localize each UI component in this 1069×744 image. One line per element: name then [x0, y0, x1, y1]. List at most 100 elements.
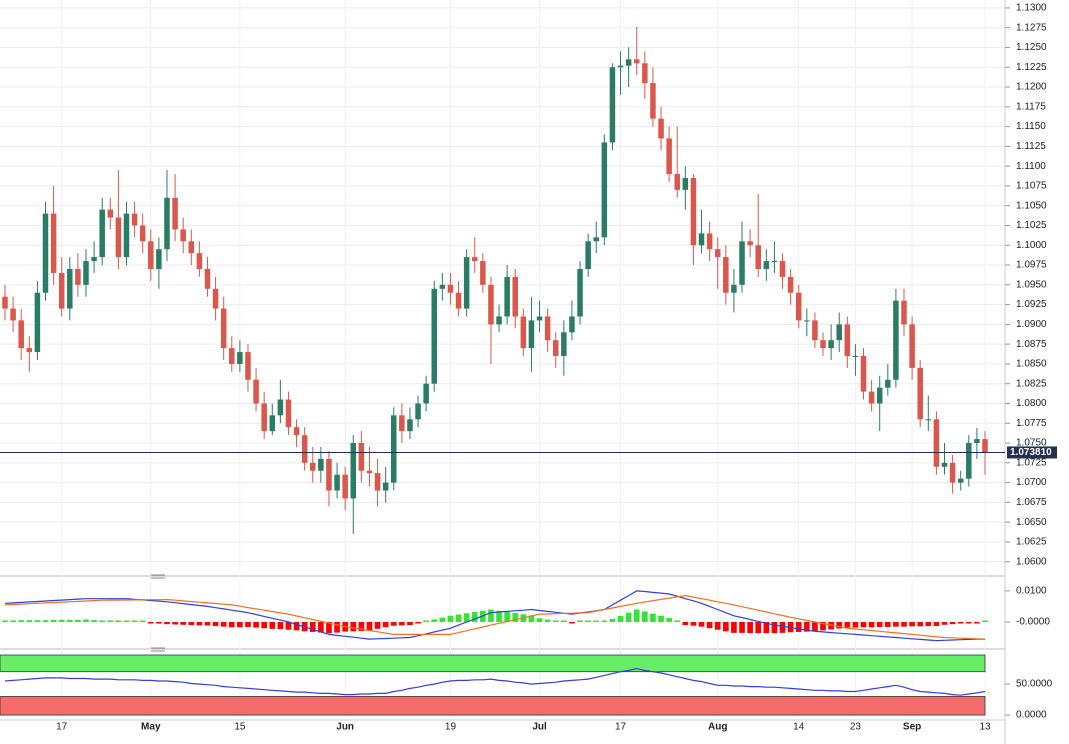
histogram-bar	[633, 609, 640, 622]
histogram-bar	[812, 621, 818, 632]
histogram-bar	[399, 621, 405, 626]
y-tick-label: 1.0600	[1016, 556, 1047, 567]
histogram-bar	[26, 620, 33, 622]
y-tick-label: 1.0675	[1016, 497, 1047, 508]
histogram-bar	[196, 621, 203, 626]
histogram-bar	[358, 621, 365, 632]
histogram-bar	[852, 621, 859, 628]
histogram-bar	[828, 621, 834, 630]
histogram-bar	[431, 619, 438, 622]
histogram-bar	[528, 615, 535, 622]
candle-body	[229, 348, 235, 364]
histogram-bar	[107, 620, 114, 622]
histogram-bar	[204, 621, 211, 626]
y-tick-label: 1.1300	[1016, 3, 1047, 14]
histogram-bar	[390, 621, 397, 626]
candle-body	[156, 249, 162, 269]
candle-body	[650, 83, 656, 119]
candle-body	[804, 320, 810, 322]
candle-body	[123, 213, 130, 258]
last-price-box	[1007, 446, 1057, 459]
histogram-bar	[374, 621, 381, 629]
resize-handle[interactable]	[150, 647, 165, 652]
histogram-bar	[949, 621, 956, 625]
candle-body	[220, 308, 227, 349]
candle-body	[407, 419, 413, 432]
candle-body	[358, 443, 365, 471]
candle-body	[34, 292, 41, 353]
candle-body	[966, 443, 972, 479]
y-tick-label: 1.0900	[1016, 319, 1047, 330]
candle-body	[949, 462, 956, 483]
candle-body	[974, 439, 980, 444]
histogram-bar	[42, 620, 49, 622]
candle-body	[609, 67, 616, 143]
histogram-bar	[722, 621, 729, 632]
histogram-bar	[884, 621, 891, 627]
candle-body	[528, 320, 535, 349]
candle-body	[925, 419, 932, 421]
histogram-bar	[269, 621, 276, 629]
candle-body	[326, 458, 332, 491]
histogram-bar	[974, 621, 980, 624]
histogram-bar	[569, 621, 575, 624]
candle-body	[601, 142, 608, 238]
candle-body	[723, 257, 729, 293]
histogram-bar	[75, 619, 81, 622]
candle-body	[342, 474, 348, 499]
candle-body	[795, 292, 802, 321]
histogram-bar	[552, 620, 559, 622]
candle-body	[763, 261, 770, 269]
histogram-bar	[334, 621, 340, 633]
histogram-bar	[415, 621, 421, 624]
candle-body	[836, 324, 842, 341]
candle-body	[496, 316, 502, 325]
resize-handle[interactable]	[150, 574, 165, 579]
candle-body	[212, 288, 219, 309]
histogram-bar	[795, 621, 802, 632]
candle-body	[577, 268, 583, 317]
histogram-bar	[285, 621, 292, 630]
histogram-bar	[779, 621, 786, 633]
histogram-bar	[617, 615, 624, 622]
histogram-bar	[220, 621, 227, 627]
histogram-bar	[674, 620, 681, 622]
histogram-bar	[544, 619, 551, 622]
candle-body	[431, 288, 438, 384]
histogram-bar	[642, 611, 648, 622]
y-tick-label: 1.0700	[1016, 477, 1047, 488]
candle-body	[569, 316, 575, 333]
candle-body	[334, 474, 340, 491]
indicator-line	[4, 590, 985, 642]
candle-body	[698, 233, 705, 246]
y-tick-label: 0.0100	[1016, 586, 1047, 597]
histogram-bar	[836, 621, 843, 629]
candle-body	[982, 439, 988, 453]
candle-body	[301, 435, 308, 463]
candle-body	[75, 268, 81, 285]
histogram-bar	[164, 621, 170, 625]
candle-body	[755, 245, 761, 269]
histogram-bar	[261, 621, 268, 629]
candle-body	[828, 340, 834, 349]
y-tick-label: 1.0750	[1016, 438, 1047, 449]
y-tick-label: 1.1225	[1016, 62, 1047, 73]
histogram-bar	[131, 620, 138, 622]
histogram-bar	[245, 621, 251, 627]
histogram-bar	[10, 620, 16, 622]
candle-body	[561, 332, 567, 357]
candle-body	[391, 415, 397, 483]
y-tick-label: 1.0850	[1016, 359, 1047, 370]
candle-body	[269, 415, 276, 432]
candle-body	[480, 261, 486, 285]
candle-body	[107, 209, 114, 218]
histogram-bar	[228, 621, 235, 628]
candle-body	[585, 241, 591, 269]
y-tick-label: 1.1050	[1016, 200, 1047, 211]
candle-body	[455, 292, 462, 309]
x-tick-label: Jun	[336, 722, 354, 733]
candle-body	[885, 379, 891, 388]
candle-body	[10, 308, 16, 321]
candle-body	[67, 268, 73, 309]
